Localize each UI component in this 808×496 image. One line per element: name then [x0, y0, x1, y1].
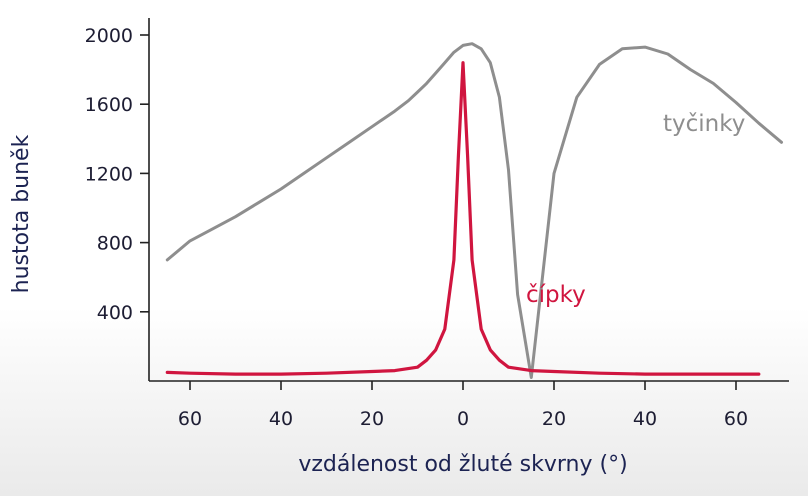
x-tick-label: 20	[542, 408, 566, 430]
x-tick-label: 20	[360, 408, 384, 430]
x-tick-label: 0	[457, 408, 469, 430]
y-axis-title: hustota buněk	[9, 134, 34, 293]
x-tick-label: 60	[724, 408, 748, 430]
y-tick-label: 400	[97, 302, 133, 324]
plot-area	[165, 42, 783, 379]
y-tick-label: 1600	[85, 94, 133, 116]
x-axis-title: vzdálenost od žluté skvrny (°)	[298, 452, 627, 477]
x-tick-label: 40	[633, 408, 657, 430]
series-label-rods: tyčinky	[663, 111, 745, 137]
series-line-rods	[165, 42, 783, 379]
x-tick-label: 60	[178, 408, 202, 430]
series-label-cones: čípky	[526, 282, 586, 308]
axes	[140, 18, 789, 390]
y-tick-label: 800	[97, 233, 133, 255]
y-tick-label: 1200	[85, 163, 133, 185]
labels: 400 800 1200 1600 2000 60 40 20 0 20 40 60 vzdálenos…	[9, 25, 748, 477]
y-tick-label: 2000	[85, 25, 133, 47]
x-tick-label: 40	[269, 408, 293, 430]
series-line-cones	[165, 61, 761, 376]
